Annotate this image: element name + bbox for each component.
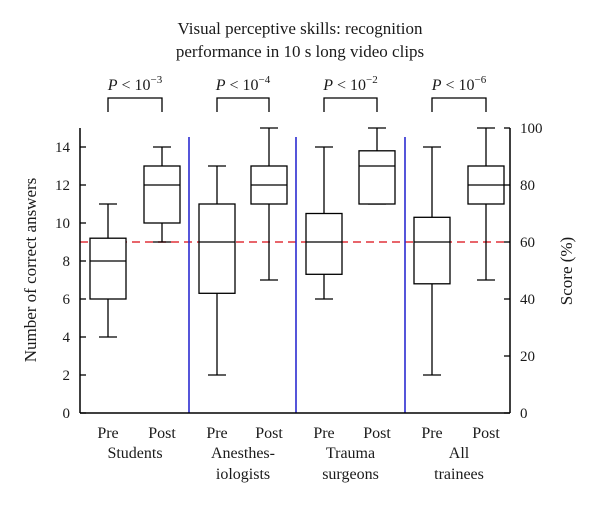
- axes: 0 2 4 6 8 10 12 14 0 20 40 60 80 100 Number of correct…: [21, 121, 576, 422]
- y-tick-label-left: 6: [63, 292, 71, 308]
- p-symbol: P: [431, 77, 442, 94]
- p-value-label: P < 10−4: [215, 74, 271, 94]
- p-exponent: −6: [475, 74, 487, 86]
- box-plot-pre: [89, 203, 127, 338]
- p-base: 10: [350, 77, 366, 94]
- category-label-pre: Pre: [313, 425, 334, 442]
- box-iqr: [305, 212, 343, 275]
- y-tick-label-right: 60: [520, 235, 535, 251]
- group-label: iologists: [216, 466, 270, 483]
- y-tick-label-left: 2: [63, 368, 71, 384]
- box-plot-pre: [413, 146, 451, 376]
- y-tick-label-left: 14: [55, 140, 71, 156]
- group-label: surgeons: [322, 466, 379, 483]
- p-base: 10: [243, 77, 259, 94]
- y-axis-title-right: Score (%): [557, 237, 576, 305]
- box-iqr: [413, 216, 451, 285]
- box-plot-post: [467, 127, 505, 281]
- p-base: 10: [135, 77, 151, 94]
- box-plot-post: [358, 127, 396, 205]
- y-tick-label-left: 8: [63, 254, 71, 270]
- box-plot-post: [143, 146, 181, 243]
- y-axis-title-left: Number of correct answers: [21, 178, 40, 363]
- p-operator: <: [122, 77, 131, 94]
- chart-title-line: performance in 10 s long video clips: [176, 42, 424, 61]
- p-value-annotation: P < 10−3: [107, 74, 163, 112]
- p-operator: <: [337, 77, 346, 94]
- box-iqr: [89, 237, 127, 300]
- p-value-brackets: P < 10−3 P < 10−4 P < 10−2 P < 10−6: [107, 74, 487, 112]
- y-tick-label-left: 4: [63, 330, 71, 346]
- p-exponent: −4: [259, 74, 271, 86]
- category-label-post: Post: [363, 425, 391, 442]
- box-iqr: [198, 203, 236, 294]
- p-symbol: P: [322, 77, 333, 94]
- y-tick-label-right: 40: [520, 292, 535, 308]
- p-symbol: P: [107, 77, 118, 94]
- p-value-annotation: P < 10−4: [215, 74, 271, 112]
- group-label: Trauma: [326, 445, 375, 462]
- group-label: Anesthes-: [211, 445, 275, 462]
- p-value-label: P < 10−2: [322, 74, 378, 94]
- y-tick-label-right: 80: [520, 178, 535, 194]
- p-value-label: P < 10−6: [431, 74, 487, 94]
- chart-title-line: Visual perceptive skills: recognition: [178, 19, 423, 38]
- p-base: 10: [459, 77, 475, 94]
- box-plot-post: [250, 127, 288, 281]
- category-label-post: Post: [472, 425, 500, 442]
- p-operator: <: [230, 77, 239, 94]
- box-plot-pre: [305, 146, 343, 300]
- category-label-post: Post: [255, 425, 283, 442]
- category-label-pre: Pre: [97, 425, 118, 442]
- significance-bracket: [216, 97, 270, 112]
- box-plot-pre: [198, 165, 236, 376]
- y-tick-label-right: 20: [520, 349, 535, 365]
- p-value-label: P < 10−3: [107, 74, 163, 94]
- box-iqr: [358, 150, 396, 205]
- box-plots: [89, 127, 505, 376]
- box-iqr: [143, 165, 181, 224]
- p-exponent: −3: [151, 74, 163, 86]
- group-separators: [188, 137, 406, 413]
- group-label: All: [449, 445, 470, 462]
- y-tick-label-left: 10: [55, 216, 70, 232]
- significance-bracket: [323, 97, 378, 112]
- p-operator: <: [446, 77, 455, 94]
- chart-title: Visual perceptive skills: recognition per…: [176, 19, 424, 61]
- y-tick-label-left: 0: [63, 406, 71, 422]
- category-label-post: Post: [148, 425, 176, 442]
- category-label-pre: Pre: [421, 425, 442, 442]
- y-tick-label-right: 0: [520, 406, 528, 422]
- group-label: trainees: [434, 466, 484, 483]
- significance-bracket: [107, 97, 163, 112]
- p-value-annotation: P < 10−6: [431, 74, 487, 112]
- y-tick-label-right: 100: [520, 121, 543, 137]
- y-tick-label-left: 12: [55, 178, 70, 194]
- p-value-annotation: P < 10−2: [322, 74, 378, 112]
- group-label: Students: [107, 445, 162, 462]
- p-exponent: −2: [366, 74, 378, 86]
- significance-bracket: [431, 97, 487, 112]
- category-labels: Pre Post Students Pre Post Anesthes-iologists…: [97, 425, 500, 483]
- category-label-pre: Pre: [206, 425, 227, 442]
- p-symbol: P: [215, 77, 226, 94]
